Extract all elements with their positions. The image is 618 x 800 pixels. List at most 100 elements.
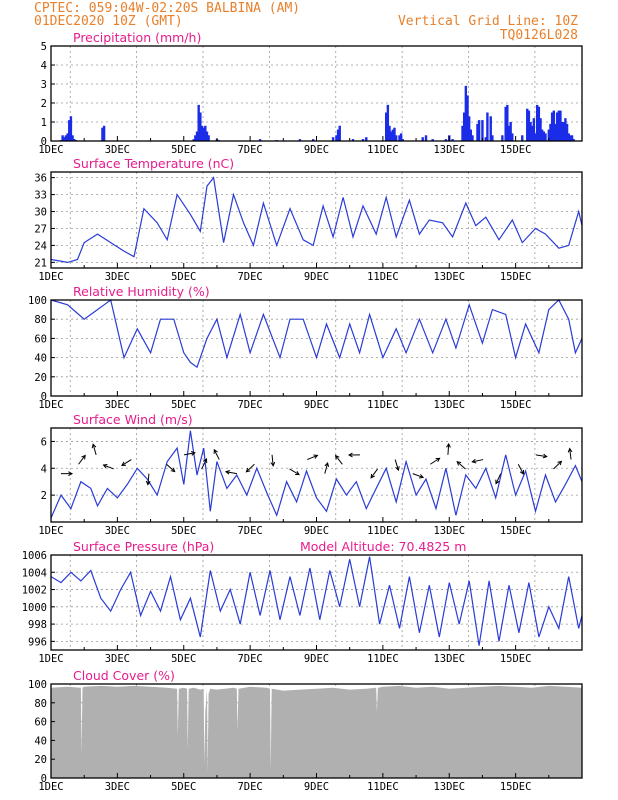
wind-arrow-head bbox=[121, 461, 127, 466]
cloud-cover-ytick-label: 20 bbox=[34, 754, 47, 766]
wind-arrow-head bbox=[419, 474, 425, 479]
temperature-ytick-label: 33 bbox=[34, 190, 47, 202]
wind-arrow bbox=[271, 454, 274, 466]
precipitation-bar bbox=[564, 118, 567, 141]
pressure-xtick-label: 13DEC bbox=[433, 653, 465, 665]
cloud-cover-title: Cloud Cover (%) bbox=[73, 668, 175, 683]
wind-arrow-head bbox=[542, 453, 548, 459]
wind-arrow-head bbox=[370, 473, 375, 479]
precipitation-bar bbox=[544, 133, 547, 141]
precipitation-bar bbox=[540, 129, 544, 141]
precipitation-bar bbox=[68, 120, 71, 141]
wind-title: Surface Wind (m/s) bbox=[73, 412, 193, 427]
pressure-xtick-label: 15DEC bbox=[500, 653, 532, 665]
pressure-xtick-label: 11DEC bbox=[367, 653, 399, 665]
precipitation-bar bbox=[550, 112, 554, 141]
humidity-xtick-label: 15DEC bbox=[500, 399, 532, 411]
precipitation-bar bbox=[507, 125, 511, 141]
wind-arrow bbox=[495, 473, 502, 484]
precipitation-ytick-label: 0 bbox=[41, 136, 47, 148]
precipitation-bar bbox=[207, 135, 210, 141]
temperature-ytick-label: 24 bbox=[34, 240, 47, 252]
wind-arrow bbox=[553, 460, 562, 470]
temperature-xtick-label: 5DEC bbox=[171, 271, 196, 283]
wind-arrow bbox=[213, 449, 220, 460]
precipitation-bar bbox=[386, 104, 390, 141]
precipitation-bar bbox=[481, 120, 484, 141]
wind-arrow bbox=[535, 454, 547, 458]
precipitation-bar bbox=[399, 133, 403, 141]
humidity-ytick-label: 100 bbox=[28, 295, 47, 307]
precipitation-ytick-label: 1 bbox=[41, 117, 47, 129]
wind-arrow-head bbox=[170, 467, 176, 473]
pressure-ytick-label: 996 bbox=[28, 636, 47, 648]
cloud-cover-xtick-label: 15DEC bbox=[500, 781, 532, 793]
wind-arrow-head bbox=[456, 461, 462, 466]
precipitation-xtick-label: 11DEC bbox=[367, 144, 399, 156]
precipitation-xtick-label: 3DEC bbox=[105, 144, 130, 156]
precipitation-bar bbox=[61, 135, 64, 141]
precipitation-bar bbox=[477, 120, 481, 141]
cloud-cover-ytick-label: 40 bbox=[34, 735, 47, 747]
wind-xtick-label: 1DEC bbox=[38, 525, 63, 537]
wind-xtick-label: 15DEC bbox=[500, 525, 532, 537]
wind-arrow bbox=[92, 444, 97, 455]
precipitation-bar bbox=[572, 139, 575, 141]
precipitation-bar bbox=[529, 122, 532, 141]
precipitation-bar bbox=[199, 112, 202, 141]
precipitation-bar bbox=[393, 127, 396, 141]
precipitation-bar bbox=[451, 139, 454, 141]
wind-arrow bbox=[289, 468, 300, 476]
humidity-frame bbox=[50, 299, 583, 397]
cloud-cover-ytick-label: 100 bbox=[28, 679, 47, 691]
pressure-xtick-label: 3DEC bbox=[105, 653, 130, 665]
cloud-cover-xtick-label: 1DEC bbox=[38, 781, 63, 793]
wind-xtick-label: 3DEC bbox=[105, 525, 130, 537]
pressure-xtick-label: 7DEC bbox=[237, 653, 262, 665]
wind-arrow bbox=[78, 455, 86, 465]
humidity-ytick-label: 0 bbox=[41, 391, 47, 403]
pressure-xtick-label: 9DEC bbox=[304, 653, 329, 665]
precipitation-bar bbox=[486, 112, 489, 141]
temperature-xtick-label: 13DEC bbox=[433, 271, 465, 283]
precipitation-bar bbox=[464, 85, 468, 141]
wind-arrow-head bbox=[334, 454, 340, 460]
wind-arrow bbox=[147, 473, 150, 485]
wind-arrow bbox=[103, 464, 114, 470]
precipitation-bar bbox=[557, 110, 560, 141]
precipitation-bar bbox=[554, 123, 557, 141]
wind-arrow-head bbox=[395, 466, 400, 472]
wind-arrow-head bbox=[313, 454, 319, 459]
precipitation-bar bbox=[361, 139, 365, 141]
precipitation-bar bbox=[534, 133, 537, 141]
precipitation-xtick-label: 7DEC bbox=[237, 144, 262, 156]
temperature-xtick-label: 11DEC bbox=[367, 271, 399, 283]
precipitation-xtick-label: 13DEC bbox=[433, 144, 465, 156]
wind-arrow-head bbox=[91, 443, 97, 449]
temperature-ytick-label: 30 bbox=[34, 207, 47, 219]
precipitation-bar bbox=[69, 116, 73, 141]
wind-arrow bbox=[447, 443, 450, 455]
temperature-title: Surface Temperature (nC) bbox=[73, 156, 234, 171]
temperature-xtick-label: 15DEC bbox=[500, 271, 532, 283]
precipitation-bar bbox=[431, 139, 434, 141]
precipitation-bar bbox=[64, 135, 68, 141]
precipitation-bar bbox=[527, 110, 531, 141]
wind-arrow bbox=[121, 459, 132, 466]
wind-xtick-label: 13DEC bbox=[433, 525, 465, 537]
precipitation-frame bbox=[50, 45, 583, 142]
pressure-line bbox=[50, 556, 583, 646]
precipitation-bar bbox=[476, 123, 479, 141]
pressure-ytick-label: 1006 bbox=[22, 550, 47, 562]
wind-arrow-head bbox=[347, 452, 353, 458]
precipitation-bar bbox=[200, 125, 204, 141]
wind-arrow-head bbox=[68, 471, 74, 477]
precipitation-bar bbox=[331, 137, 335, 141]
pressure-xtick-label: 1DEC bbox=[38, 653, 63, 665]
precipitation-bar bbox=[504, 106, 507, 141]
precipitation-bar bbox=[466, 95, 469, 141]
humidity-ytick-label: 40 bbox=[34, 353, 47, 365]
precipitation-bar bbox=[509, 122, 512, 141]
temperature-xtick-label: 7DEC bbox=[237, 271, 262, 283]
temperature-ytick-label: 36 bbox=[34, 173, 47, 185]
